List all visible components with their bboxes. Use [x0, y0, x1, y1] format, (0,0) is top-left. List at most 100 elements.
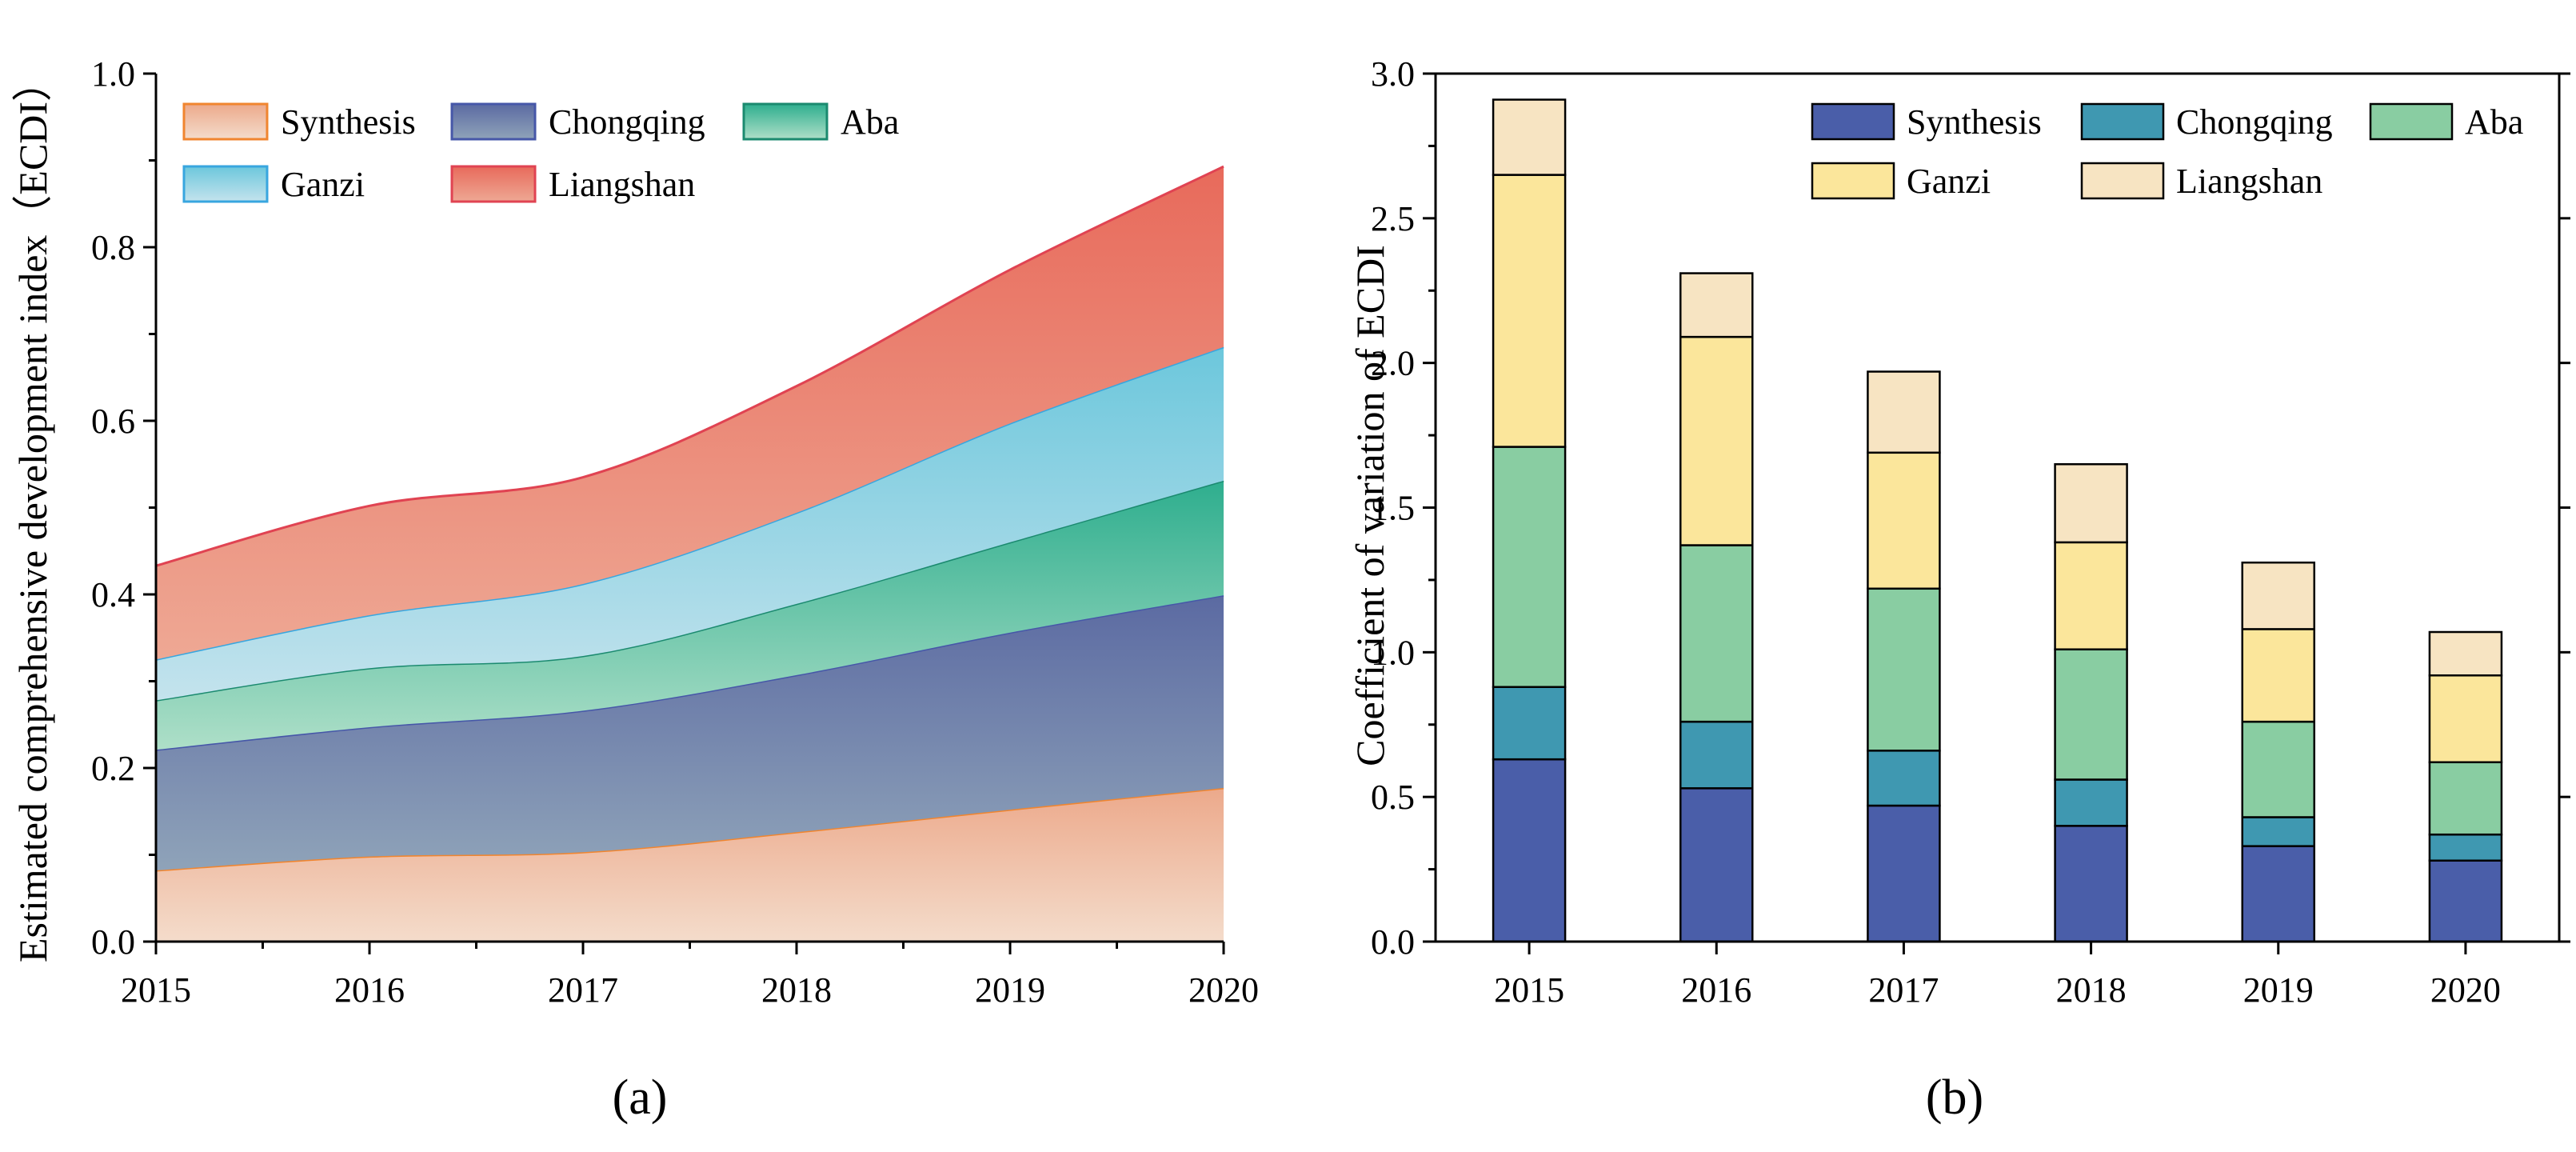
- bar-liangshan: [1492, 98, 1567, 176]
- y-axis-title: Coefficient of variation of ECDI: [1348, 245, 1392, 766]
- legend-label: Liangshan: [549, 165, 695, 204]
- legend-label: Liangshan: [2176, 162, 2322, 201]
- bar-chongqing: [2241, 816, 2315, 847]
- legend-label: Synthesis: [1907, 102, 2042, 142]
- x-tick-label: 2016: [334, 970, 405, 1010]
- y-tick-label: 2.5: [1371, 199, 1415, 238]
- area-band-ganzi: [156, 346, 1224, 701]
- bar-stack-2016: [1679, 272, 1754, 943]
- area-band-chongqing: [156, 595, 1224, 871]
- legend-item-liangshan: Liangshan: [2080, 162, 2322, 201]
- x-tick-label: 2019: [975, 970, 1045, 1010]
- x-tick-label: 2017: [548, 970, 618, 1010]
- x-tick-label: 2018: [761, 970, 832, 1010]
- area-band-liangshan: [156, 166, 1224, 660]
- legend-swatch: [182, 165, 269, 203]
- area-band-synthesis: [156, 787, 1224, 942]
- legend-swatch: [2080, 162, 2165, 200]
- bar-chongqing: [2428, 833, 2503, 862]
- y-tick-label: 0.4: [91, 575, 135, 614]
- bar-stack-2017: [1867, 370, 1941, 943]
- legend-swatch: [182, 102, 269, 141]
- area-bands: [155, 165, 1224, 942]
- legend-label: Aba: [841, 102, 899, 142]
- y-tick-label: 0.8: [91, 228, 135, 267]
- bar-ganzi: [2241, 628, 2315, 723]
- bar-aba: [2241, 720, 2315, 818]
- y-tick-label: 1.5: [1371, 489, 1415, 528]
- legend-item-aba: Aba: [742, 102, 899, 142]
- bar-stack-2020: [2428, 630, 2503, 943]
- legend-item-synthesis: Synthesis: [1811, 102, 2042, 142]
- y-axis-title: Estimated comprehensive development inde…: [10, 62, 55, 962]
- plot-frame: [1434, 72, 2561, 943]
- x-tick-label: 2015: [121, 970, 191, 1010]
- bar-ganzi: [1867, 451, 1941, 590]
- legend-item-ganzi: Ganzi: [182, 165, 365, 204]
- legend-label: Ganzi: [1907, 162, 1991, 201]
- bar-synthesis: [2054, 825, 2128, 943]
- legend-label: Aba: [2465, 102, 2523, 142]
- legend-swatch: [450, 165, 537, 203]
- legend-swatch: [450, 102, 537, 141]
- panel-b-label: (b): [1926, 1070, 1983, 1125]
- y-tick-label: 1.0: [91, 54, 135, 94]
- x-tick-label: 2016: [1681, 970, 1751, 1010]
- bar-liangshan: [2054, 463, 2128, 544]
- bar-chongqing: [1492, 686, 1567, 761]
- bar-chongqing: [2054, 778, 2128, 827]
- y-tick-label: 0.0: [91, 922, 135, 962]
- bar-ganzi: [2428, 674, 2503, 764]
- area-edge-liangshan: [155, 165, 1224, 567]
- x-tick-label: 2020: [2430, 970, 2501, 1010]
- legend: Synthesis Chongqing Aba Ganzi Liangshan: [182, 102, 899, 204]
- legend-item-aba: Aba: [2369, 102, 2523, 142]
- y-tick-label: 0.2: [91, 749, 135, 788]
- bar-aba: [2428, 761, 2503, 836]
- bar-aba: [1867, 587, 1941, 752]
- legend-item-chongqing: Chongqing: [2080, 102, 2333, 142]
- bar-chongqing: [1679, 720, 1754, 790]
- panel-b-bar-chart: 0.0 0.5 1.0 1.5 2.0 2.5 3.0 2015 2016 2017 2018 201…: [1348, 54, 2570, 1010]
- y-tick-label: 2.0: [1371, 344, 1415, 383]
- legend-item-chongqing: Chongqing: [450, 102, 705, 142]
- bar-stack-2019: [2241, 561, 2315, 943]
- bar-synthesis: [1679, 787, 1754, 943]
- legend-item-synthesis: Synthesis: [182, 102, 416, 142]
- legend-swatch: [1811, 102, 1895, 141]
- bar-liangshan: [1867, 370, 1941, 454]
- bar-liangshan: [2241, 561, 2315, 630]
- legend-label: Ganzi: [281, 165, 365, 204]
- bars: [1492, 98, 2503, 943]
- bar-liangshan: [1679, 272, 1754, 338]
- legend: Synthesis Chongqing Aba Ganzi Liangshan: [1811, 102, 2523, 201]
- bar-ganzi: [1679, 335, 1754, 546]
- legend-item-liangshan: Liangshan: [450, 165, 695, 204]
- y-tick-label: 0.0: [1371, 922, 1415, 962]
- bar-synthesis: [2241, 845, 2315, 943]
- bar-synthesis: [2428, 859, 2503, 943]
- bar-aba: [1492, 446, 1567, 688]
- legend-label: Synthesis: [281, 102, 416, 142]
- legend-label: Chongqing: [549, 102, 705, 142]
- bar-ganzi: [2054, 541, 2128, 650]
- legend-label: Chongqing: [2176, 102, 2333, 142]
- area-band-aba: [156, 480, 1224, 750]
- x-tick-label: 2017: [1868, 970, 1939, 1010]
- y-tick-label: 1.0: [1371, 633, 1415, 672]
- bar-aba: [1679, 544, 1754, 723]
- legend-swatch: [742, 102, 829, 141]
- legend-swatch: [1811, 162, 1895, 200]
- legend-item-ganzi: Ganzi: [1811, 162, 1991, 201]
- legend-swatch: [2369, 102, 2454, 141]
- bar-ganzi: [1492, 174, 1567, 448]
- bar-chongqing: [1867, 750, 1941, 807]
- bar-aba: [2054, 648, 2128, 781]
- x-tick-label: 2015: [1494, 970, 1564, 1010]
- y-tick-label: 0.6: [91, 402, 135, 441]
- panel-a-label: (a): [613, 1070, 668, 1125]
- bar-stack-2015: [1492, 98, 1567, 943]
- x-tick-label: 2018: [2056, 970, 2127, 1010]
- y-tick-label: 3.0: [1371, 54, 1415, 94]
